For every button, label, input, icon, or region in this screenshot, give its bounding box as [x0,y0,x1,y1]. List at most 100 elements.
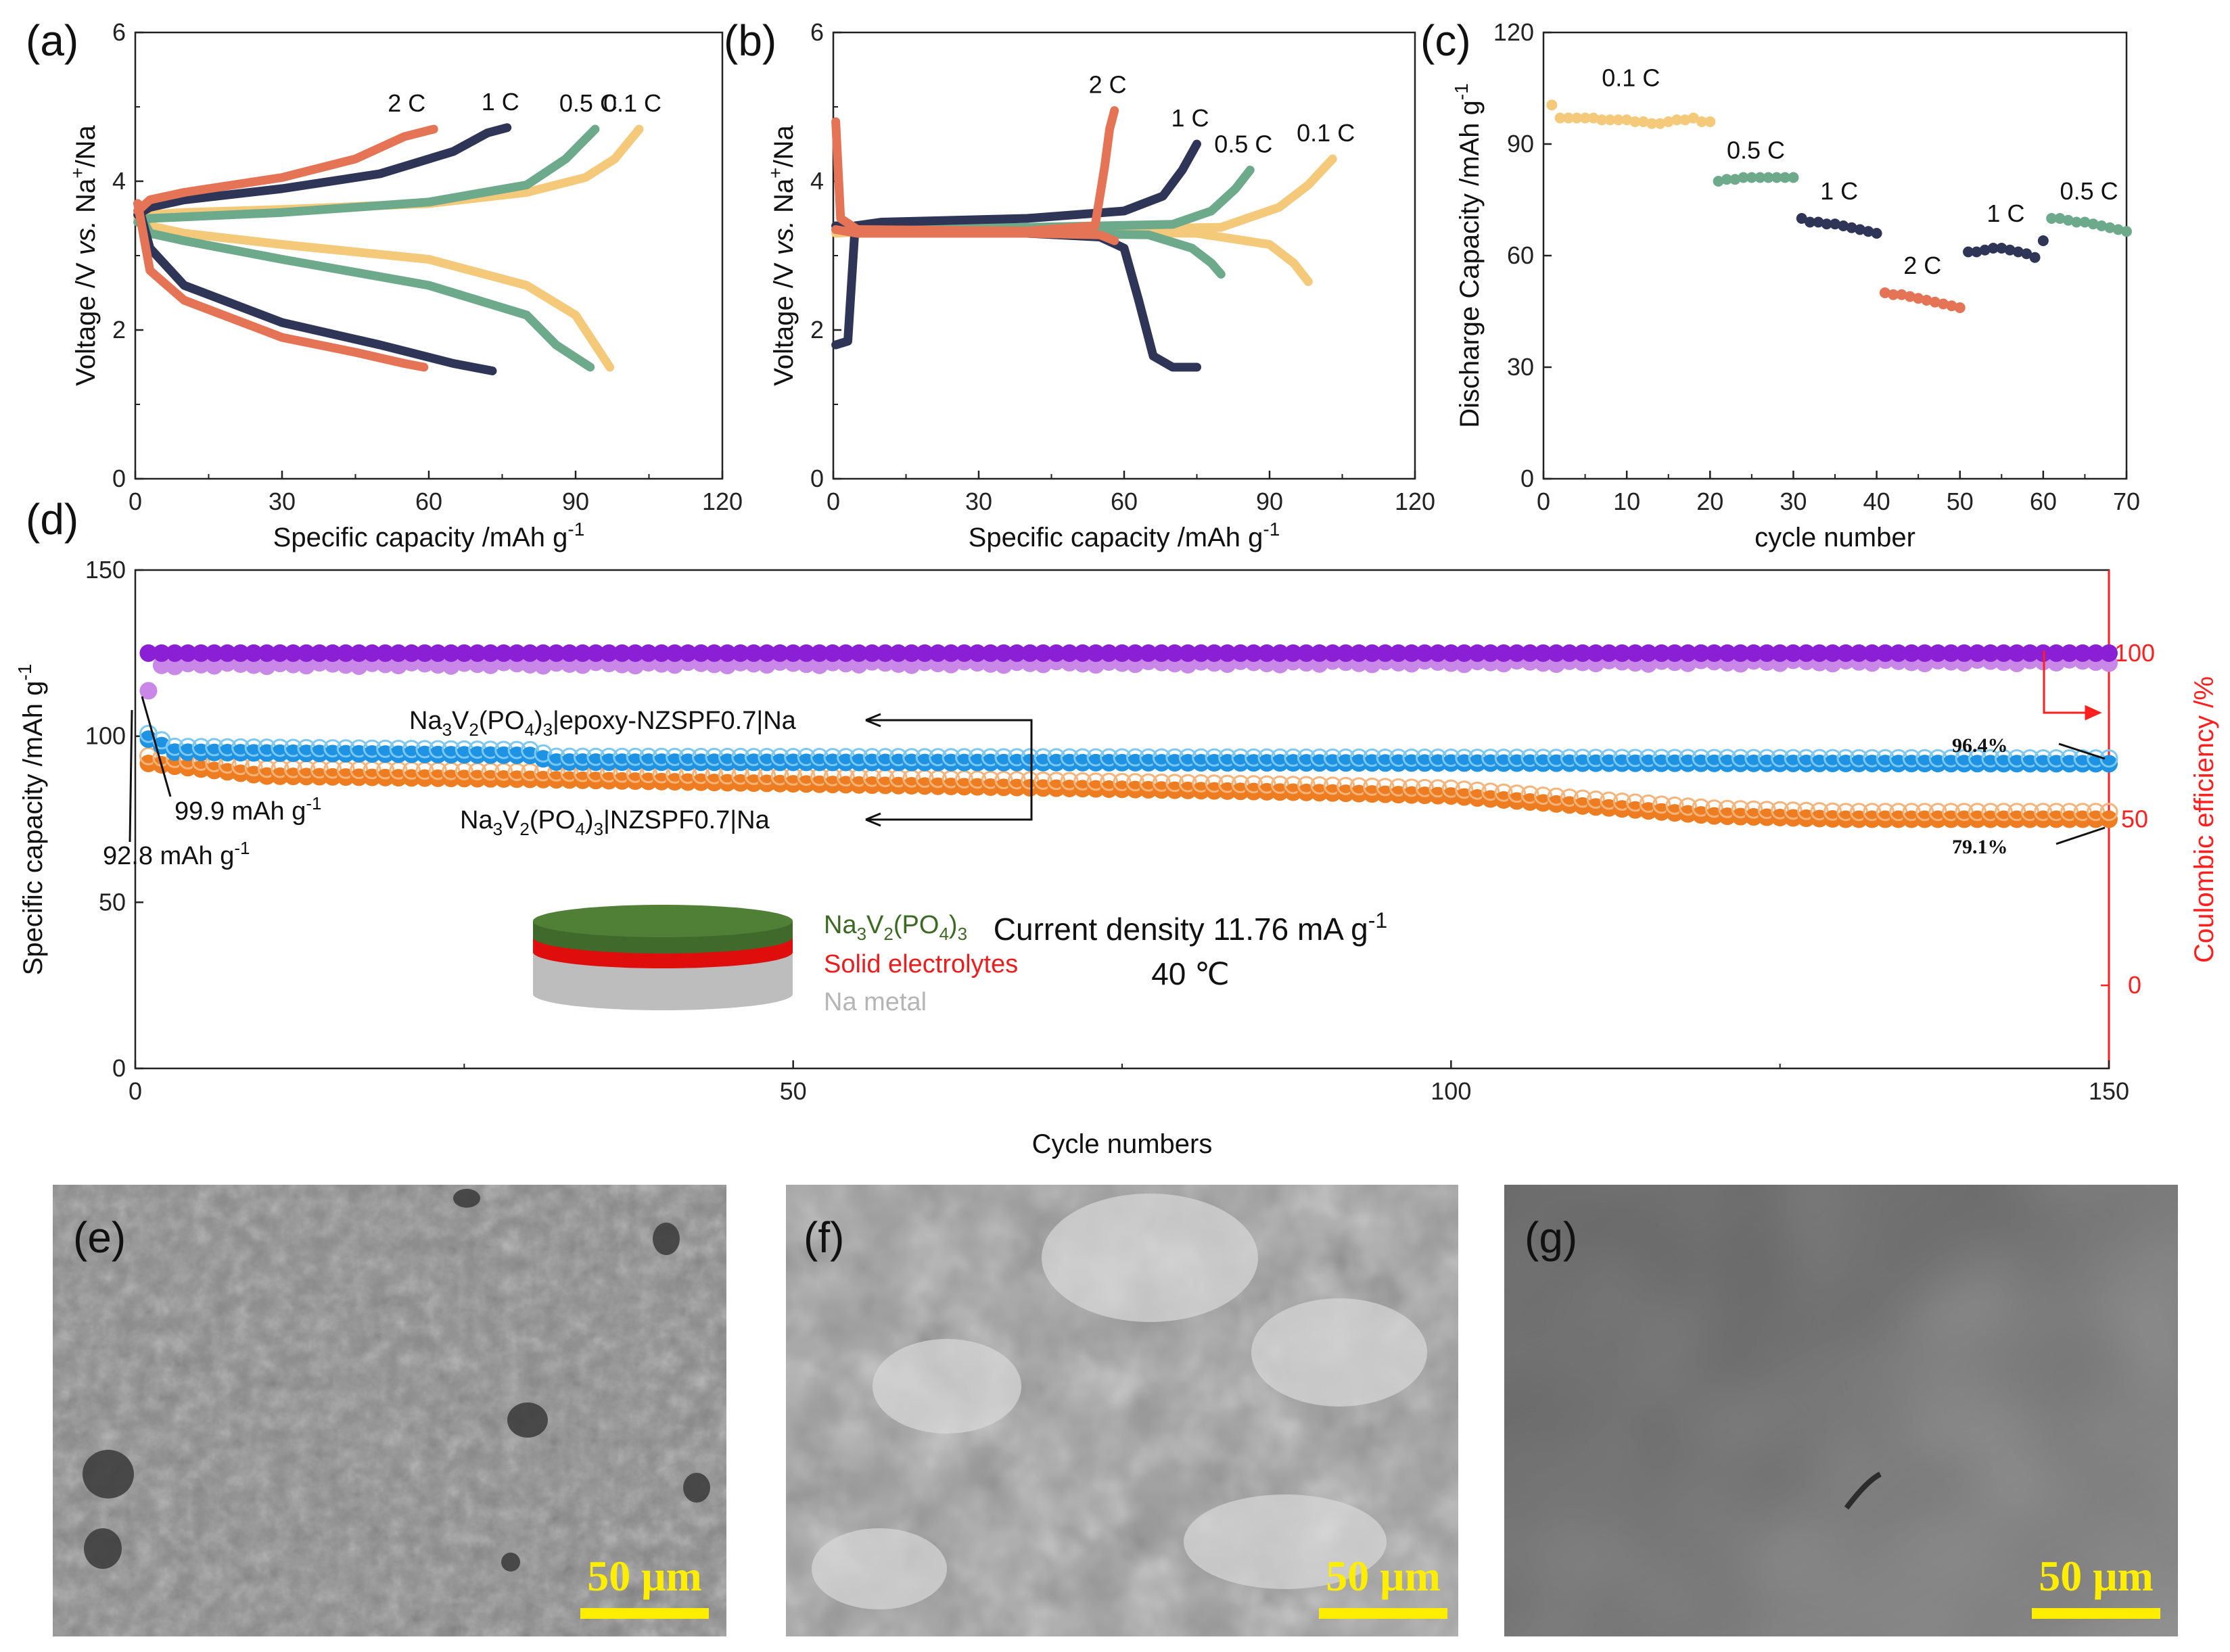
ce-filled-point [139,644,158,662]
current-text: Current density 11.76 mA g [994,912,1368,947]
plain-open-point [1428,779,1447,798]
le-f: 4 [524,719,534,740]
current-sup: -1 [1368,908,1387,933]
plain-open-point [1113,772,1132,791]
point-05C [1721,174,1732,185]
lt-d: 2 [883,924,893,944]
y-tick-label: 6 [810,18,824,46]
point-05C [2087,218,2099,230]
cap2-arrow [129,709,133,843]
ce-filled-point [1139,644,1157,662]
panel-b-label: (b) [724,16,776,65]
discharge-curve-1C [831,221,1201,372]
ce-filled-point [1245,644,1263,662]
plain-open-point [1257,775,1276,794]
plain-open-point [1284,776,1303,795]
ce-open-point [166,657,184,676]
panel-b-xlabel: Specific capacity /mAh g-1 [969,519,1280,552]
ce-open-point [534,657,553,675]
plain-open-point [1021,771,1040,790]
ce-filled-point [560,644,578,662]
plain-open-point [1757,801,1776,820]
point-2C [1929,296,1941,308]
point-1C [1971,246,1982,258]
plain-open-point [1192,774,1211,793]
ce-filled-point [1428,644,1447,662]
ce-filled-point [1824,644,1842,662]
ce-filled-point [442,644,460,662]
ce-filled-point [152,644,170,662]
plain-open-point [2099,803,2118,822]
y-tick-label: 2 [112,316,126,344]
panel-c-series: 0.1 C 0.5 C 1 C 2 C 1 C 0.5 C [1546,64,2132,313]
x-tick-label: 50 [1947,488,1974,515]
y-tick-label: 0 [112,465,126,492]
y2-tick-label: 0 [2128,971,2141,999]
ce-filled-point [1047,644,1065,662]
plain-open-point [994,771,1013,790]
plain-open-point [1178,774,1197,793]
ce-filled-point [1508,644,1526,662]
panel-f-label: (f) [804,1213,844,1262]
ce-filled-point [771,644,789,662]
point-1C [1854,224,1865,235]
legend-plain-label: Na3V2(PO4)3|NZSPF0.7|Na [460,806,770,839]
y-tick-label: 120 [1493,18,1534,46]
cap2-sup: -1 [234,838,250,858]
ce-filled-point [284,644,302,662]
point-1C [2021,248,2032,260]
ce-filled-point [1481,644,1500,662]
panel-c-xlabel: cycle number [1755,523,1915,552]
plain-open-point [1245,775,1263,794]
ce-open-point [152,656,170,674]
ce-open-point [810,656,829,674]
ce-filled-point [521,644,539,662]
ce-filled-point [1942,644,1960,662]
pore [507,1402,548,1438]
plain-open-point [1441,779,1460,798]
ce-filled-point [310,644,329,662]
ce-filled-point [1705,644,1723,662]
panel-a-ylabel-sup: + [67,168,88,179]
ce-filled-point [415,644,434,662]
y-tick-label: 100 [85,722,126,750]
point-2C [1921,295,1932,306]
ce-filled-point [337,644,355,662]
ce-filled-point [1100,644,1118,662]
ce-filled-point [192,644,210,662]
ce-filled-point [1257,644,1276,662]
plain-open-point [2060,803,2079,822]
charge-curve-2C [831,106,1119,236]
point-2C [1904,291,1915,302]
ce-open-point [350,657,368,676]
plain-open-point [1205,774,1224,793]
panel-a-ylabel-pre: Voltage /V [71,255,101,385]
y2-tick-label: 100 [2114,639,2155,667]
ce-filled-point [1205,644,1224,662]
panel-a-xlabel-sup: -1 [567,519,584,540]
ce-filled-point [1955,644,1974,662]
rate-label-1C: 1 C [1820,177,1858,205]
x-tick-label: 30 [269,488,296,515]
ce-filled-point [574,644,592,662]
point-01C [1546,99,1558,111]
ce-filled-point [666,644,684,662]
ce-filled-point [1113,644,1131,662]
panel-a-label: (a) [26,16,78,65]
plain-open-point [1100,772,1119,791]
plain-open-point [1218,774,1237,793]
point-01C [1629,116,1641,127]
ce-filled-point [1468,644,1487,662]
point-01C [1604,114,1616,126]
point-2C [1938,298,1949,310]
ce-filled-point [1587,644,1605,662]
le-i: |epoxy-NZSPF0.7|Na [553,707,797,735]
rate-label-05C: 0.5 C [2060,177,2118,205]
ce-filled-point [1600,644,1618,662]
panel-b-series: 0.1 C 0.5 C1 C 2 C [831,71,1355,372]
ce-filled-point [494,644,513,662]
panel-b-ylabel: Voltage /V vs. Na+/Na [765,125,799,386]
panel-a-ylabel-it: vs. [71,220,101,255]
panel-d-annotation-arrows [129,696,2106,845]
ce-filled-point [1297,644,1316,662]
